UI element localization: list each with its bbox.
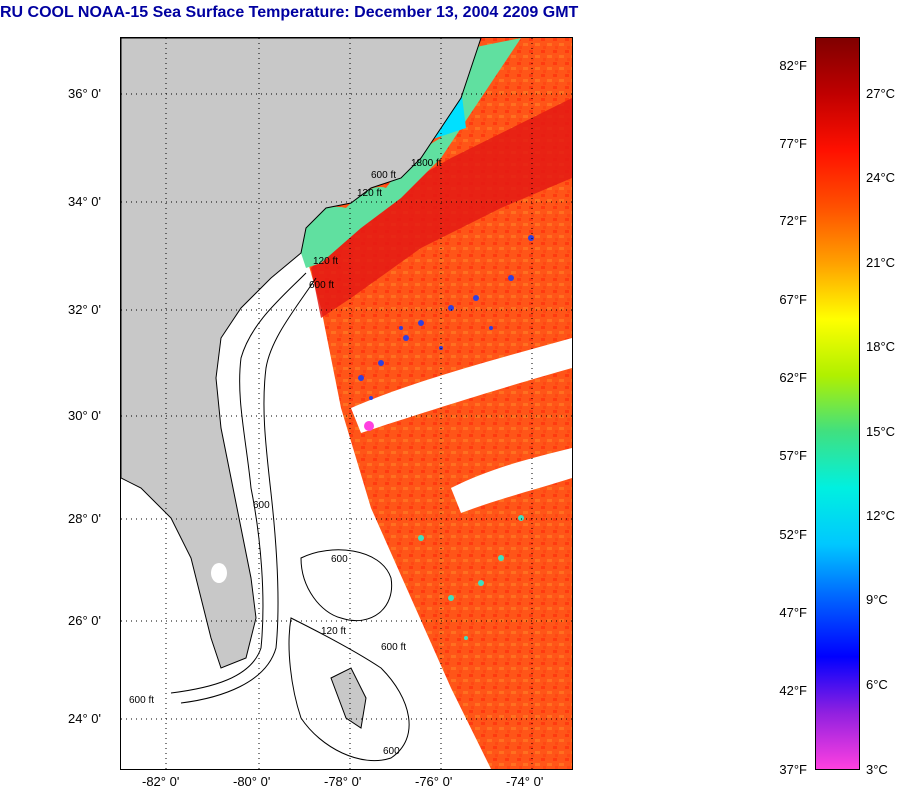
contour-label: 600 ft <box>309 280 334 291</box>
contour-label: 600 <box>383 746 400 757</box>
colorbar-c-label: 27°C <box>866 86 896 101</box>
temperature-colorbar <box>815 37 860 770</box>
colorbar-f-label: 67°F <box>779 292 807 307</box>
shelf-water <box>296 38 521 268</box>
lon-label: -80° 0' <box>233 774 271 789</box>
lon-label: -76° 0' <box>415 774 453 789</box>
contour-label: 600 <box>331 554 348 565</box>
contour-120ft <box>170 272 307 694</box>
contour-label: 600 ft <box>381 642 406 653</box>
cloud-gap-2 <box>451 448 572 513</box>
andros-island <box>330 667 367 729</box>
lon-label: -78° 0' <box>324 774 362 789</box>
contour-label: 1800 ft <box>411 158 442 169</box>
land-southeast-us <box>121 38 482 669</box>
cool-speckles <box>418 515 524 640</box>
cloud-gap <box>351 338 572 433</box>
contour-600ft <box>180 277 317 704</box>
contour-label: 600 <box>253 500 270 511</box>
colorbar-c-label: 24°C <box>866 170 896 185</box>
contour-label: 120 ft <box>313 256 338 267</box>
lat-label: 34° 0' <box>68 194 101 209</box>
cold-speckles <box>358 235 534 400</box>
colorbar-f-label: 37°F <box>779 762 807 777</box>
contour-label: 600 ft <box>129 695 154 706</box>
lat-label: 28° 0' <box>68 511 101 526</box>
sst-map-canvas: 120 ft 600 ft 1800 ft 120 ft 600 ft 600 … <box>121 38 572 769</box>
colorbar-c-label: 12°C <box>866 508 896 523</box>
contour-label: 600 ft <box>371 170 396 181</box>
lat-label: 32° 0' <box>68 302 101 317</box>
contour-label: 120 ft <box>357 188 382 199</box>
colorbar-f-label: 77°F <box>779 136 807 151</box>
cold-spot <box>364 421 374 431</box>
lake-okeechobee <box>211 563 227 583</box>
lat-label: 36° 0' <box>68 86 101 101</box>
contour-bahamas <box>288 549 410 762</box>
colorbar-c-label: 18°C <box>866 339 896 354</box>
colorbar-f-label: 52°F <box>779 527 807 542</box>
lat-label: 26° 0' <box>68 613 101 628</box>
colorbar-f-label: 72°F <box>779 213 807 228</box>
colorbar-f-label: 57°F <box>779 448 807 463</box>
colorbar-f-label: 47°F <box>779 605 807 620</box>
colorbar-c-label: 6°C <box>866 677 888 692</box>
map-title: RU COOL NOAA-15 Sea Surface Temperature:… <box>0 4 579 21</box>
sst-map[interactable]: 120 ft 600 ft 1800 ft 120 ft 600 ft 600 … <box>120 37 573 770</box>
lat-label: 24° 0' <box>68 711 101 726</box>
lon-label: -74° 0' <box>506 774 544 789</box>
lat-label: 30° 0' <box>68 408 101 423</box>
colorbar-c-label: 15°C <box>866 424 896 439</box>
contour-label: 120 ft <box>321 626 346 637</box>
colorbar-c-label: 21°C <box>866 255 896 270</box>
graticule <box>121 38 572 769</box>
colorbar-c-label: 3°C <box>866 762 888 777</box>
lon-label: -82° 0' <box>142 774 180 789</box>
colorbar-f-label: 62°F <box>779 370 807 385</box>
colorbar-f-label: 42°F <box>779 683 807 698</box>
colorbar-f-label: 82°F <box>779 58 807 73</box>
colorbar-c-label: 9°C <box>866 592 888 607</box>
